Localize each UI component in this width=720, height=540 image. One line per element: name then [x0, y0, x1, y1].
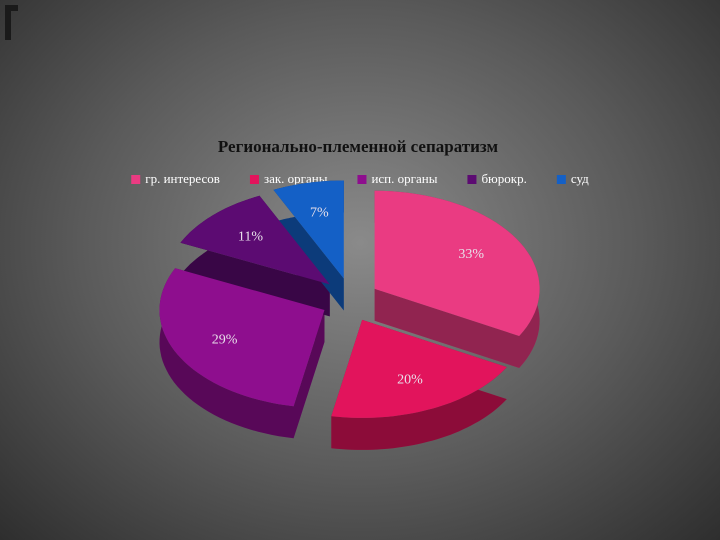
legend-swatch — [556, 175, 566, 184]
chart-title: Регионально-племенной сепаратизм — [218, 137, 499, 156]
legend-swatch — [131, 175, 141, 184]
legend-swatch — [357, 175, 367, 184]
slice — [180, 195, 330, 285]
legend: гр. интересов зак. органы исп. органы бюрок… — [131, 171, 589, 186]
slice — [374, 190, 540, 336]
pie-tops — [159, 180, 540, 418]
legend-label: зак. органы — [264, 171, 328, 186]
legend-swatch — [467, 175, 477, 184]
data-label: 11% — [238, 230, 263, 245]
legend-label: суд — [571, 171, 589, 186]
legend-label: бюрокр. — [481, 171, 526, 186]
data-label: 29% — [212, 332, 238, 347]
data-label: 20% — [397, 372, 423, 387]
legend-swatch — [249, 175, 259, 184]
slice — [273, 180, 344, 279]
slice — [159, 268, 325, 407]
legend-label: исп. органы — [371, 171, 437, 186]
legend-label: гр. интересов — [145, 171, 220, 186]
corner-bracket — [5, 5, 18, 40]
slice — [331, 319, 507, 418]
data-labels: 33% 20% 29% 11% 7% — [212, 206, 485, 388]
data-label: 33% — [458, 247, 484, 262]
data-label: 7% — [310, 206, 329, 221]
